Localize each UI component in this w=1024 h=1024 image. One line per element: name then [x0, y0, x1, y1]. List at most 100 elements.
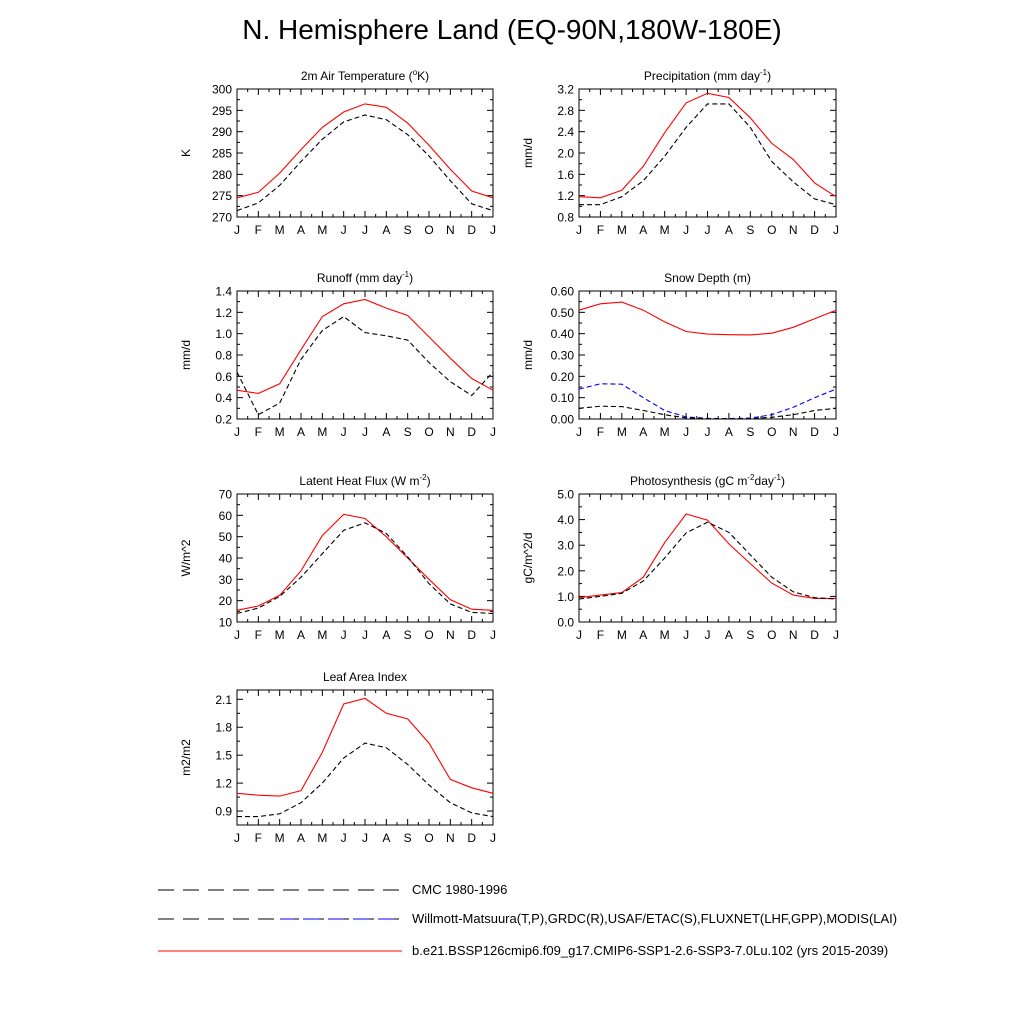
- y-tick-label: 275: [212, 189, 232, 203]
- x-tick-label: A: [725, 628, 733, 642]
- y-tick-label: 0.00: [551, 413, 575, 427]
- x-tick-label: A: [382, 223, 390, 237]
- y-tick-label: 300: [212, 83, 232, 97]
- y-tick-label: 1.8: [215, 721, 232, 735]
- x-tick-label: J: [833, 425, 839, 439]
- legend-label-0: CMC 1980-1996: [412, 882, 508, 897]
- chart-title: Latent Heat Flux (W m-2): [299, 473, 430, 488]
- x-tick-label: A: [382, 628, 390, 642]
- x-tick-label: J: [705, 628, 711, 642]
- y-axis-label: m2/m2: [179, 739, 193, 776]
- x-tick-label: J: [490, 628, 496, 642]
- x-tick-label: A: [297, 831, 305, 845]
- x-tick-label: O: [424, 831, 433, 845]
- y-tick-label: 50: [219, 530, 233, 544]
- series-line-1: [237, 742, 494, 818]
- x-tick-label: A: [639, 425, 647, 439]
- plot-frame: [236, 493, 494, 623]
- y-tick-label: 0.10: [551, 391, 575, 405]
- x-tick-label: M: [275, 223, 285, 237]
- chart-title: Photosynthesis (gC m-2day-1): [630, 473, 785, 488]
- y-axis-label: K: [179, 149, 193, 157]
- x-tick-label: O: [424, 628, 433, 642]
- x-tick-label: J: [576, 223, 582, 237]
- series-line-2: [578, 405, 837, 420]
- y-tick-label: 30: [219, 573, 233, 587]
- chart-title: Runoff (mm day-1): [317, 270, 413, 285]
- y-tick-label: 2.8: [557, 104, 574, 118]
- y-tick-label: 0.30: [551, 349, 575, 363]
- y-tick-label: 1.5: [215, 749, 232, 763]
- chart-panel-2: J F M A M J J A S O N D J0.20.40.60.81.01.21.4Runoff…: [179, 270, 496, 439]
- x-tick-label: S: [404, 628, 412, 642]
- series-line-0: [578, 92, 837, 199]
- series-line-0: [578, 513, 836, 599]
- x-tick-label: M: [317, 425, 327, 439]
- y-tick-label: 3.0: [557, 539, 574, 553]
- x-tick-label: J: [341, 628, 347, 642]
- series-line-0: [236, 697, 494, 797]
- chart-title: Snow Depth (m): [664, 271, 751, 285]
- x-tick-label: J: [234, 425, 240, 439]
- x-tick-label: N: [789, 223, 798, 237]
- y-tick-label: 40: [219, 552, 233, 566]
- y-axis-label: mm/d: [521, 340, 535, 370]
- x-tick-label: D: [810, 223, 819, 237]
- x-tick-label: A: [639, 628, 647, 642]
- x-tick-label: M: [617, 628, 627, 642]
- x-tick-label: D: [810, 425, 819, 439]
- x-tick-label: J: [490, 831, 496, 845]
- series-line-0: [236, 513, 494, 611]
- x-tick-label: S: [746, 425, 754, 439]
- series-line-0: [236, 298, 494, 394]
- legend-lines: [158, 889, 402, 952]
- x-tick-label: S: [746, 223, 754, 237]
- x-tick-label: M: [617, 223, 627, 237]
- series-line-1: [578, 521, 837, 600]
- y-tick-label: 0.4: [215, 391, 232, 405]
- x-tick-label: J: [362, 223, 368, 237]
- x-tick-label: J: [576, 628, 582, 642]
- y-tick-label: 270: [212, 211, 232, 225]
- x-tick-label: J: [683, 223, 689, 237]
- x-tick-label: S: [404, 425, 412, 439]
- x-tick-label: J: [833, 628, 839, 642]
- x-tick-label: F: [597, 628, 604, 642]
- x-tick-label: O: [424, 223, 433, 237]
- y-tick-label: 0.0: [557, 616, 574, 630]
- x-tick-label: J: [490, 223, 496, 237]
- x-tick-label: M: [317, 831, 327, 845]
- y-tick-label: 60: [219, 509, 233, 523]
- x-tick-label: N: [789, 628, 798, 642]
- x-tick-label: J: [341, 831, 347, 845]
- x-tick-label: J: [705, 425, 711, 439]
- x-tick-label: O: [424, 425, 433, 439]
- y-tick-label: 0.2: [215, 413, 232, 427]
- x-tick-label: M: [617, 425, 627, 439]
- plot-frame: [236, 88, 494, 218]
- x-tick-label: M: [275, 425, 285, 439]
- y-tick-label: 1.0: [215, 327, 232, 341]
- x-tick-label: J: [362, 425, 368, 439]
- x-tick-label: F: [255, 425, 262, 439]
- y-tick-label: 0.8: [215, 349, 232, 363]
- x-tick-label: N: [446, 831, 455, 845]
- x-tick-label: F: [255, 831, 262, 845]
- x-tick-label: D: [810, 628, 819, 642]
- x-tick-label: O: [767, 223, 776, 237]
- chart-panel-3: J F M A M J J A S O N D J0.000.100.200.300.400.500.6…: [521, 271, 839, 439]
- y-tick-label: 285: [212, 147, 232, 161]
- y-tick-label: 2.0: [557, 147, 574, 161]
- x-tick-label: F: [597, 425, 604, 439]
- plot-frame: [236, 290, 494, 420]
- x-tick-label: F: [597, 223, 604, 237]
- y-tick-label: 1.0: [557, 590, 574, 604]
- y-tick-label: 70: [219, 488, 233, 502]
- y-tick-label: 295: [212, 104, 232, 118]
- y-tick-label: 4.0: [557, 513, 574, 527]
- x-tick-label: M: [317, 628, 327, 642]
- x-tick-label: N: [446, 223, 455, 237]
- x-tick-label: D: [467, 628, 476, 642]
- x-tick-label: J: [341, 425, 347, 439]
